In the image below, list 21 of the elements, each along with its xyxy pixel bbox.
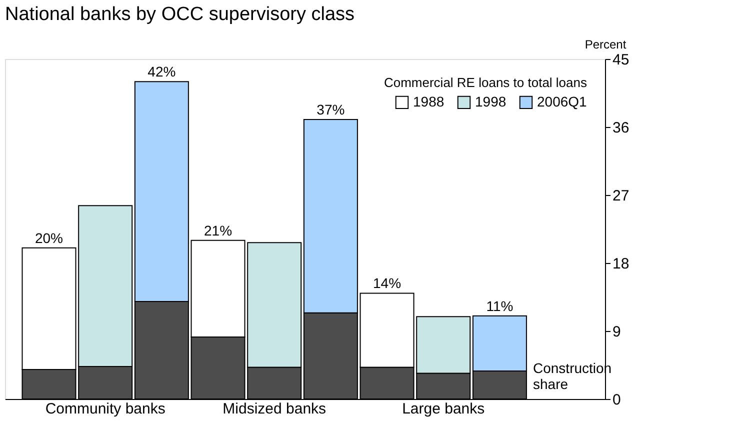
total-label: 42% [148, 64, 176, 80]
total-label: 11% [486, 298, 514, 314]
y-tick-label: 36 [612, 120, 630, 136]
chart-title: National banks by OCC supervisory class [5, 4, 355, 25]
y-tick-label: 45 [612, 52, 630, 68]
legend-title: Commercial RE loans to total loans [384, 75, 588, 90]
total-label: 20% [34, 230, 64, 246]
total-label: 37% [316, 101, 345, 118]
y-tick-label: 0 [612, 392, 621, 408]
total-label: 14% [373, 275, 402, 292]
x-tick-label: Large banks [402, 400, 485, 418]
legend-label: 1988 [413, 93, 444, 110]
total-label: 21% [204, 222, 232, 238]
x-tick-label: Midsized banks [222, 400, 326, 418]
legend-label: 1998 [475, 93, 506, 110]
legend-label: 2006Q1 [537, 93, 588, 110]
y-tick-label: 9 [612, 324, 621, 340]
x-tick-label: Community banks [45, 400, 166, 418]
y-axis-title: Percent [584, 38, 627, 52]
y-tick-label: 18 [612, 256, 630, 272]
y-tick-label: 27 [612, 188, 630, 204]
